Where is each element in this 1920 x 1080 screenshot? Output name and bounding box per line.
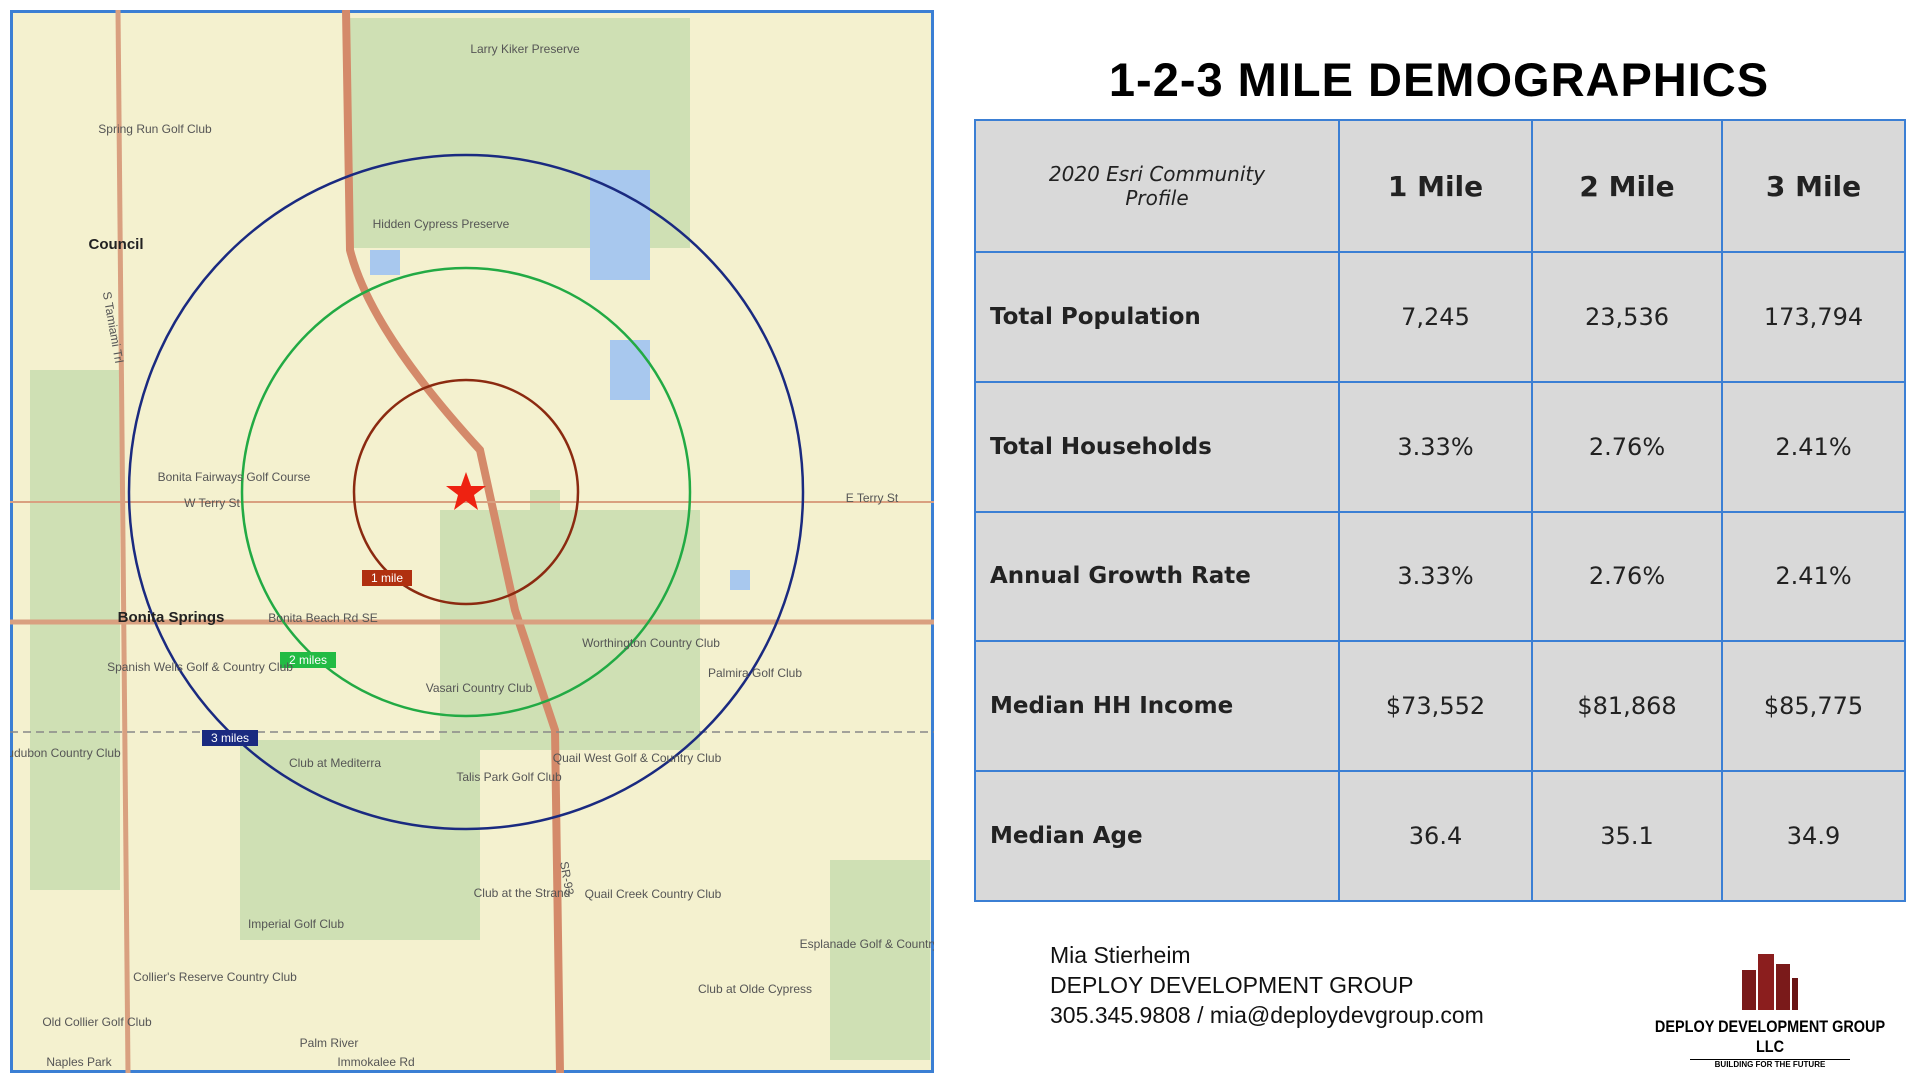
header-row: 2020 Esri Community Profile 1 Mile 2 Mile 3…	[974, 119, 1906, 253]
logo-name: DEPLOY DEVELOPMENT GROUP LLC	[1654, 1017, 1886, 1056]
map-label: Talis Park Golf Club	[456, 770, 562, 784]
value-cell: 3.33%	[1338, 380, 1533, 513]
water	[370, 170, 750, 590]
row-label: Annual Growth Rate	[974, 510, 1340, 643]
map-label: Palm River	[300, 1036, 359, 1050]
header-cell: 1 Mile	[1338, 119, 1533, 253]
ring-label: 1 mile	[371, 571, 403, 585]
map-label: Spanish Wells Golf & Country Club	[107, 660, 293, 674]
map-label: Palmira Golf Club	[708, 666, 802, 680]
title: 1-2-3 MILE DEMOGRAPHICS	[1108, 53, 1770, 106]
map: 1 mile 2 miles 3 miles Larry Kiker Prese…	[10, 10, 934, 1073]
value-cell: 2.76%	[1531, 510, 1723, 643]
logo-icon	[1742, 954, 1798, 1010]
contact: Mia Stierheim DEPLOY DEVELOPMENT GROUP 3…	[1050, 940, 1484, 1030]
map-label: Old Collier Golf Club	[42, 1015, 152, 1029]
header-cell: 3 Mile	[1721, 119, 1906, 253]
table-row: Median HH Income $73,552 $81,868 $85,775	[974, 640, 1906, 773]
map-label: Bonita Fairways Golf Course	[158, 470, 311, 484]
map-label: Quail Creek Country Club	[585, 887, 722, 901]
map-label: Quail West Golf & Country Club	[553, 751, 722, 765]
roads	[10, 10, 934, 1073]
map-label: Spring Run Golf Club	[98, 122, 212, 136]
map-label: Esplanade Golf & Country Club	[800, 937, 934, 951]
table-row: Annual Growth Rate 3.33% 2.76% 2.41%	[974, 510, 1906, 643]
map-label: Club at Mediterra	[289, 756, 381, 770]
demographics-table: 2020 Esri Community Profile 1 Mile 2 Mile 3…	[974, 119, 1906, 902]
map-label: Larry Kiker Preserve	[470, 42, 580, 56]
value-cell: 23,536	[1531, 251, 1723, 383]
header-cell: 2020 Esri Community Profile	[974, 119, 1340, 253]
value-cell: 2.41%	[1721, 510, 1906, 643]
map-labels: Larry Kiker Preserve Hidden Cypress Prese…	[10, 42, 934, 1069]
map-label: W Terry St	[184, 496, 240, 510]
ring-1	[352, 378, 580, 606]
map-label: Audubon Country Club	[10, 746, 121, 760]
row-label: Median Age	[974, 770, 1340, 902]
site-star	[446, 472, 486, 510]
row-label: Total Households	[974, 380, 1340, 513]
logo-tagline: BUILDING FOR THE FUTURE	[1690, 1059, 1850, 1069]
table-row: Total Households 3.33% 2.76% 2.41%	[974, 380, 1906, 513]
contact-company: DEPLOY DEVELOPMENT GROUP	[1050, 972, 1414, 998]
map-label: Imperial Golf Club	[248, 917, 344, 931]
map-label: Collier's Reserve Country Club	[133, 970, 297, 984]
ring-labels: 1 mile 2 miles 3 miles	[202, 570, 412, 746]
map-label: Immokalee Rd	[337, 1055, 414, 1069]
map-label: SR-93	[557, 860, 577, 896]
map-label: Council	[89, 236, 144, 253]
value-cell: 2.76%	[1531, 380, 1723, 513]
value-cell: $73,552	[1338, 640, 1533, 773]
value-cell: 3.33%	[1338, 510, 1533, 643]
map-label: Bonita Springs	[118, 609, 225, 626]
value-cell: 2.41%	[1721, 380, 1906, 513]
row-label: Median HH Income	[974, 640, 1340, 773]
row-label: Total Population	[974, 251, 1340, 383]
map-label: Bonita Beach Rd SE	[268, 611, 377, 625]
table-row: Total Population 7,245 23,536 173,794	[974, 251, 1906, 383]
map-label: Vasari Country Club	[426, 681, 533, 695]
value-cell: 7,245	[1338, 251, 1533, 383]
table-row: Median Age 36.4 35.1 34.9	[974, 770, 1906, 902]
ring-3	[127, 153, 805, 831]
map-label: E Terry St	[846, 491, 899, 505]
map-label: Club at Olde Cypress	[698, 982, 812, 996]
contact-details: 305.345.9808 / mia@deploydevgroup.com	[1050, 1002, 1484, 1028]
map-label: Hidden Cypress Preserve	[373, 217, 510, 231]
parks	[30, 18, 930, 1060]
map-label: Naples Park	[46, 1055, 112, 1069]
map-label: Worthington Country Club	[582, 636, 720, 650]
ring-2	[240, 266, 692, 718]
value-cell: 34.9	[1721, 770, 1906, 902]
logo: DEPLOY DEVELOPMENT GROUP LLC BUILDING FO…	[1630, 950, 1910, 1069]
value-cell: 35.1	[1531, 770, 1723, 902]
ring-label: 3 miles	[211, 731, 249, 745]
value-cell: 173,794	[1721, 251, 1906, 383]
value-cell: 36.4	[1338, 770, 1533, 902]
value-cell: $85,775	[1721, 640, 1906, 773]
value-cell: $81,868	[1531, 640, 1723, 773]
ring-label: 2 miles	[289, 653, 327, 667]
contact-name: Mia Stierheim	[1050, 942, 1191, 968]
header-cell: 2 Mile	[1531, 119, 1723, 253]
map-label: Club at the Strand	[474, 886, 571, 900]
